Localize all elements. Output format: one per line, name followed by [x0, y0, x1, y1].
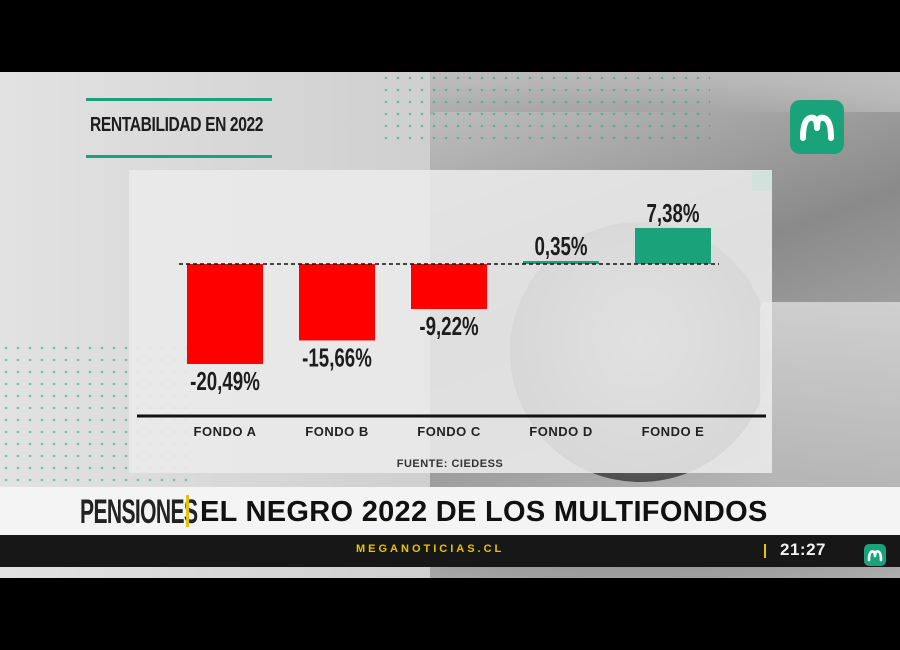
ticker-divider: [764, 544, 766, 558]
graphic-title: RENTABILIDAD EN 2022: [90, 114, 264, 136]
data-label: -9,22%: [419, 311, 478, 341]
title-bottom-rule: [86, 155, 272, 158]
meganoticias-small-logo-icon: [864, 544, 886, 566]
data-label: 7,38%: [646, 198, 699, 228]
ticker-bar: MEGANOTICIAS.CL 21:27: [0, 535, 900, 567]
graphic-title-block: RENTABILIDAD EN 2022: [86, 98, 272, 158]
x-tick-label: FONDO B: [305, 424, 368, 439]
data-label: -20,49%: [190, 366, 260, 396]
chart-panel: -20,49% FONDO A -15,66% FONDO B -9,22% FONDO …: [129, 170, 772, 473]
data-label: 0,35%: [534, 231, 587, 261]
bar-fondo-b: [299, 264, 375, 341]
x-tick-label: FONDO E: [642, 424, 705, 439]
x-tick-label: FONDO A: [194, 424, 257, 439]
bar-chart: -20,49% FONDO A -15,66% FONDO B -9,22% FONDO …: [137, 198, 766, 439]
letterbox-top: [0, 0, 900, 72]
data-label: -15,66%: [302, 342, 372, 372]
chart-source: FUENTE: CIEDESS: [0, 454, 900, 472]
section-label: PENSIONES: [80, 493, 198, 531]
x-tick-label: FONDO C: [417, 424, 481, 439]
bar-fondo-c: [411, 264, 487, 309]
source-text: FUENTE: CIEDESS: [396, 458, 504, 470]
headline: EL NEGRO 2022 DE LOS MULTIFONDOS: [200, 496, 768, 528]
section-divider: [186, 495, 189, 527]
bar-fondo-e: [635, 227, 711, 264]
title-top-rule: [86, 98, 272, 101]
dot-pattern-top: [380, 72, 710, 142]
meganoticias-logo-icon: [790, 100, 844, 154]
letterbox-bottom: [0, 578, 900, 650]
clock-time: 21:27: [780, 540, 826, 559]
ticker-site: MEGANOTICIAS.CL: [356, 543, 505, 555]
bar-fondo-d: [523, 261, 599, 264]
x-tick-label: FONDO D: [529, 424, 592, 439]
bar-fondo-a: [187, 264, 263, 364]
lower-third: PENSIONES EL NEGRO 2022 DE LOS MULTIFOND…: [0, 487, 900, 535]
